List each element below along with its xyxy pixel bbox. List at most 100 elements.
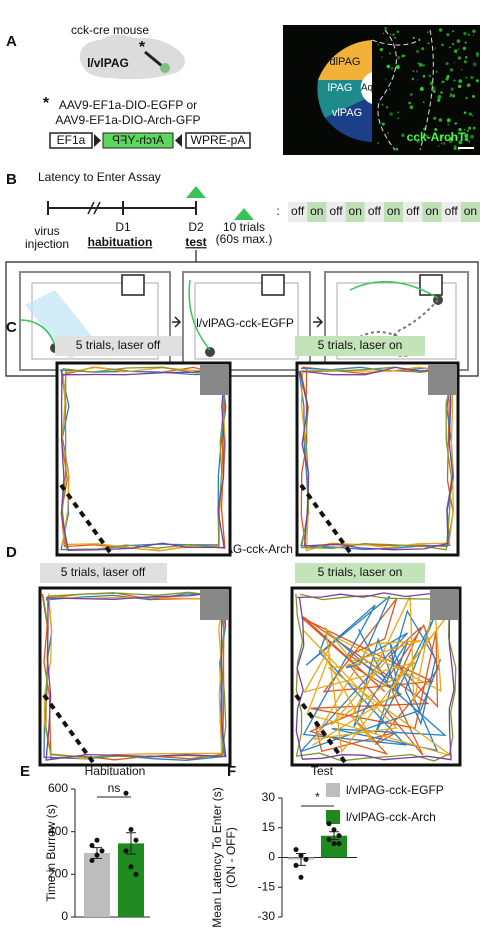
speckle-dot (465, 56, 467, 58)
data-point (90, 858, 95, 863)
legend-swatch (326, 783, 340, 797)
trial-label: off (329, 204, 343, 218)
trial-label: on (387, 204, 400, 218)
speckle-dot (449, 95, 451, 97)
speckle-dot (408, 102, 411, 105)
speckle-dot (468, 127, 471, 130)
speckle-dot (433, 117, 436, 120)
speckle-dot (421, 47, 424, 50)
speckle-dot (416, 50, 419, 53)
speckle-dot (458, 49, 459, 50)
speckle-dot (463, 32, 466, 35)
panel-title: Latency to Enter Assay (38, 170, 161, 184)
legend-label: l/vlPAG-cck-EGFP (346, 783, 444, 797)
speckle-dot (428, 75, 431, 78)
timeline-label: D1 (115, 220, 131, 234)
panel-letter: F (227, 763, 236, 780)
speckle-dot (385, 41, 386, 42)
significance-label: * (315, 790, 320, 804)
burrow (262, 275, 284, 295)
speckle-dot (384, 27, 387, 30)
data-point (327, 821, 332, 826)
panel-letter: A (6, 33, 17, 50)
data-point (332, 841, 337, 846)
laser-icon (234, 208, 254, 220)
speckle-dot (382, 104, 384, 106)
speckle-dot (396, 65, 400, 69)
y-tick-label: 600 (48, 781, 68, 795)
data-point (299, 853, 304, 858)
legend: l/vlPAG-cck-EGFP l/vlPAG-cck-Arch (326, 783, 444, 824)
speckle-dot (385, 78, 387, 80)
panel-letter: B (6, 171, 17, 188)
speckle-dot (439, 28, 442, 31)
group-title: l/vlPAG-cck-EGFP (196, 316, 294, 330)
region-label: dlPAG (330, 56, 361, 68)
speckle-dot (387, 65, 391, 69)
speckle-dot (412, 78, 415, 81)
injection-site (160, 63, 170, 73)
trial-label: off (406, 204, 420, 218)
speckle-dot (389, 52, 391, 54)
speckle-dot (439, 118, 443, 122)
speckle-dot (397, 111, 399, 113)
speckle-dot (464, 111, 467, 114)
data-point (129, 827, 134, 832)
speckle-dot (454, 49, 457, 52)
lox-site (175, 134, 182, 147)
speckle-dot (383, 33, 384, 34)
speckle-dot (395, 148, 398, 151)
speckle-dot (402, 54, 405, 57)
trial-label: off (445, 204, 459, 218)
speckle-dot (472, 115, 474, 117)
speckle-dot (450, 94, 452, 96)
trial-label: on (425, 204, 438, 218)
speckle-dot (455, 122, 457, 124)
data-point (134, 872, 139, 877)
speckle-dot (413, 37, 415, 39)
speckle-dot (440, 91, 443, 94)
data-point (299, 875, 304, 880)
speckle-dot (446, 62, 449, 65)
speckle-dot (436, 71, 438, 73)
speckle-dot (382, 123, 385, 126)
speckle-dot (441, 44, 444, 47)
burrow (428, 365, 456, 395)
speckle-dot (458, 149, 460, 151)
speckle-dot (410, 105, 414, 109)
speckle-dot (465, 77, 467, 79)
timeline-label: D2 (188, 220, 204, 234)
speckle-dot (390, 34, 391, 35)
speckle-dot (472, 29, 475, 32)
speckle-dot (457, 39, 461, 43)
speckle-dot (392, 33, 395, 36)
bar-charts: EHabituation0200400600Time in Burrow (s)… (20, 763, 357, 928)
region-label: vlPAG (332, 107, 362, 119)
speckle-dot (427, 31, 429, 33)
y-axis-label: (ON - OFF) (224, 827, 238, 888)
chart-title: Habituation (85, 764, 146, 778)
speckle-dot (389, 89, 390, 90)
speckle-dot (441, 81, 444, 84)
terminator-label: WPRE-pA (191, 133, 246, 147)
data-point (294, 863, 299, 868)
speckle-dot (381, 56, 383, 58)
speckle-dot (377, 43, 379, 45)
speckle-dot (447, 75, 450, 78)
data-point (90, 843, 95, 848)
speckle-dot (391, 67, 394, 70)
legend-label: l/vlPAG-cck-Arch (346, 810, 436, 824)
speckle-dot (467, 130, 469, 132)
speckle-dot (397, 56, 400, 59)
y-tick-label: -15 (258, 879, 276, 893)
speckle-dot (452, 94, 455, 97)
speckle-dot (410, 93, 413, 96)
speckle-dot (473, 127, 476, 130)
virus-label: AAV9-EF1a-DIO-EGFP or (59, 98, 197, 112)
target-label: l/vlPAG (87, 56, 129, 70)
speckle-dot (394, 37, 396, 39)
data-point (134, 838, 139, 843)
speckle-dot (468, 140, 470, 142)
y-axis-label: Mean Latency To Enter (s) (210, 787, 224, 928)
promoter-label: EF1a (57, 133, 86, 147)
